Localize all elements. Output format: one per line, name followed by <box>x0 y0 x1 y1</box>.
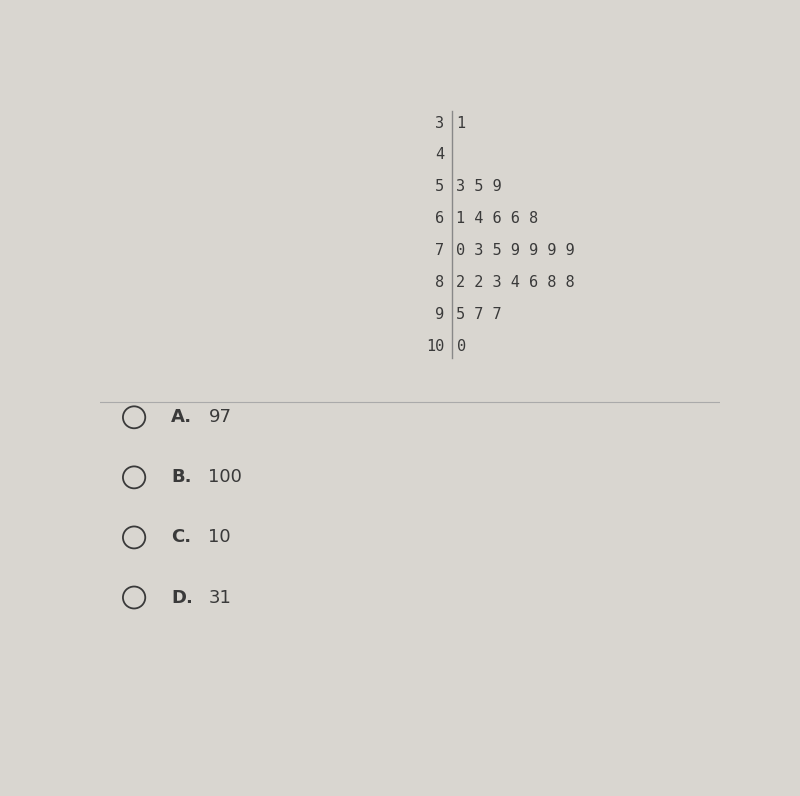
Text: 97: 97 <box>209 408 231 427</box>
Text: 9: 9 <box>435 306 444 322</box>
Text: 7: 7 <box>435 243 444 258</box>
Text: 10: 10 <box>209 529 231 546</box>
Text: 0 3 5 9 9 9 9: 0 3 5 9 9 9 9 <box>457 243 575 258</box>
Text: C.: C. <box>171 529 191 546</box>
Text: 5 7 7: 5 7 7 <box>457 306 502 322</box>
Text: 100: 100 <box>209 468 242 486</box>
Text: 2 2 3 4 6 8 8: 2 2 3 4 6 8 8 <box>457 275 575 290</box>
Text: A.: A. <box>171 408 193 427</box>
Text: 3: 3 <box>435 115 444 131</box>
Text: 5: 5 <box>435 179 444 194</box>
Text: 6: 6 <box>435 211 444 226</box>
Text: 4: 4 <box>435 147 444 162</box>
Text: D.: D. <box>171 588 193 607</box>
Text: 31: 31 <box>209 588 231 607</box>
Text: B.: B. <box>171 468 192 486</box>
Text: 8: 8 <box>435 275 444 290</box>
Text: 0: 0 <box>457 339 466 353</box>
Text: 10: 10 <box>426 339 444 353</box>
Text: 3 5 9: 3 5 9 <box>457 179 502 194</box>
Text: 1: 1 <box>457 115 466 131</box>
Text: 1 4 6 6 8: 1 4 6 6 8 <box>457 211 538 226</box>
